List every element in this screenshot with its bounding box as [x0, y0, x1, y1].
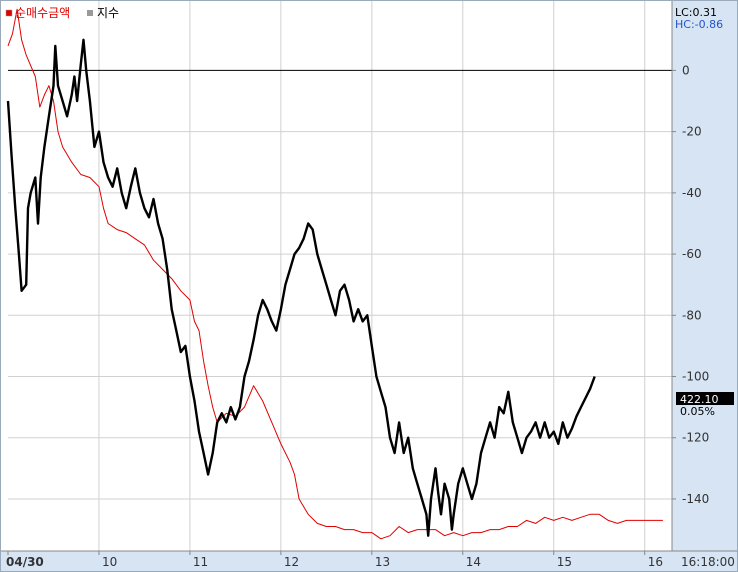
price-tag-value: 422.10: [680, 393, 719, 406]
legend-label-net-buy: 순매수금액: [15, 6, 70, 20]
series-line-net-buy: [7, 8, 663, 540]
y-tick-label: -120: [682, 431, 709, 445]
x-tick-label: 04/30: [6, 555, 44, 569]
grid-group: [8, 0, 672, 551]
series-line-index: [6, 38, 596, 537]
x-tick-label: 12: [284, 555, 299, 569]
legend-swatch-net-buy: [5, 9, 13, 17]
hc-readout: HC:-0.86: [675, 18, 723, 31]
y-tick-label: -40: [682, 186, 702, 200]
x-tick-label: 10: [102, 555, 117, 569]
change-readout: 0.05%: [680, 405, 715, 418]
x-tick-label: 15: [557, 555, 572, 569]
legend: 순매수금액 지수: [5, 6, 119, 20]
price-tag: 422.10: [676, 392, 734, 406]
lc-readout: LC:0.31: [675, 6, 717, 19]
price-tag-box: [676, 392, 734, 405]
y-tick-label: -60: [682, 247, 702, 261]
y-tick-label: 0: [682, 63, 690, 77]
legend-swatch-index: [87, 10, 93, 16]
x-tick-label: 13: [375, 555, 390, 569]
x-tick-label: 16: [648, 555, 663, 569]
y-tick-label: -140: [682, 492, 709, 506]
y-tick-label: -20: [682, 125, 702, 139]
x-tick-label: 14: [466, 555, 481, 569]
x-axis-panel: [0, 551, 738, 572]
y-tick-labels: 0 -20 -40 -60 -80 -100 -120 -140: [672, 63, 709, 506]
y-tick-label: -100: [682, 370, 709, 384]
y-tick-label: -80: [682, 308, 702, 322]
legend-label-index: 지수: [97, 6, 119, 20]
x-tick-labels: 04/30 10 11 12 13 14 15 16: [6, 551, 663, 569]
series-group: [6, 8, 663, 540]
x-axis-end-label: 16:18:00: [681, 555, 735, 569]
y-axis-panel: [672, 0, 738, 551]
x-tick-label: 11: [193, 555, 208, 569]
